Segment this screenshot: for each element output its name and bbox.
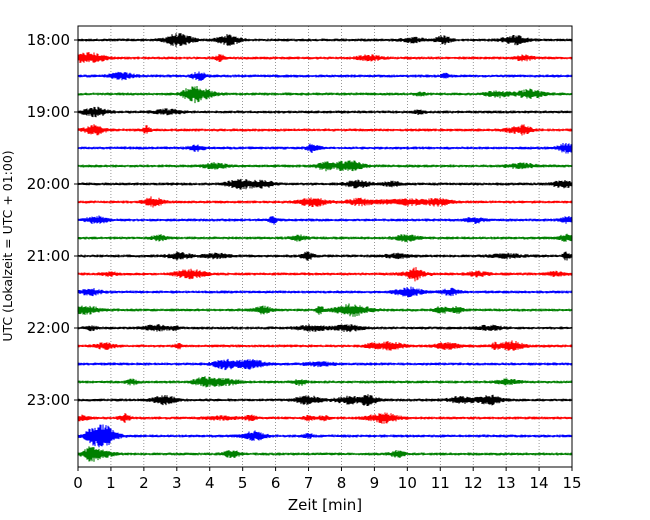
trace-2245 xyxy=(77,376,573,388)
x-axis-ticks: 0 1 2 3 4 5 6 7 8 9 10 11 12 13 14 15 xyxy=(73,467,582,492)
trace-1915 xyxy=(77,124,573,136)
trace-2045 xyxy=(77,233,573,243)
y-tick-label: 22:00 xyxy=(27,319,70,337)
trace-1945 xyxy=(77,160,573,172)
y-axis-ticks: 18:00 19:00 20:00 21:00 22:00 23:00 xyxy=(27,31,78,409)
trace-2145 xyxy=(77,303,573,317)
x-tick-label: 14 xyxy=(530,474,549,492)
x-tick-label: 7 xyxy=(304,474,314,492)
trace-1830 xyxy=(77,71,573,82)
x-tick-label: 5 xyxy=(238,474,248,492)
x-tick-label: 11 xyxy=(431,474,450,492)
trace-series xyxy=(77,33,573,462)
trace-2200 xyxy=(77,324,573,333)
x-tick-label: 12 xyxy=(464,474,483,492)
trace-2000 xyxy=(77,178,573,190)
trace-1930 xyxy=(77,143,573,154)
x-tick-label: 4 xyxy=(205,474,215,492)
x-axis-label: Zeit [min] xyxy=(288,496,362,514)
y-tick-label: 23:00 xyxy=(27,391,70,409)
y-tick-label: 19:00 xyxy=(27,103,70,121)
x-tick-label: 3 xyxy=(172,474,182,492)
y-tick-label: 21:00 xyxy=(27,247,70,265)
plot-frame xyxy=(77,25,573,468)
x-tick-label: 10 xyxy=(398,474,417,492)
trace-2300 xyxy=(77,394,573,407)
trace-1900 xyxy=(77,106,573,118)
x-tick-label: 13 xyxy=(497,474,516,492)
trace-2100 xyxy=(77,251,573,261)
trace-2315 xyxy=(77,412,573,424)
trace-2030 xyxy=(77,215,573,225)
trace-2215 xyxy=(77,340,573,351)
trace-2345 xyxy=(77,446,573,462)
y-axis-label: UTC (Lokalzeit = UTC + 01:00) xyxy=(0,150,15,341)
x-tick-label: 15 xyxy=(562,474,581,492)
y-tick-label: 20:00 xyxy=(27,175,70,193)
x-tick-label: 0 xyxy=(73,474,83,492)
trace-1800 xyxy=(77,33,573,47)
x-tick-label: 1 xyxy=(106,474,116,492)
x-tick-label: 2 xyxy=(139,474,149,492)
trace-2115 xyxy=(77,267,573,282)
trace-2230 xyxy=(77,358,573,371)
trace-1845 xyxy=(77,86,573,104)
x-tick-label: 9 xyxy=(370,474,380,492)
y-tick-label: 18:00 xyxy=(27,31,70,49)
x-tick-label: 8 xyxy=(337,474,347,492)
trace-1815 xyxy=(77,52,573,64)
trace-2330 xyxy=(77,424,573,448)
x-tick-label: 6 xyxy=(271,474,281,492)
trace-2015 xyxy=(77,196,573,208)
trace-2130 xyxy=(77,286,573,298)
